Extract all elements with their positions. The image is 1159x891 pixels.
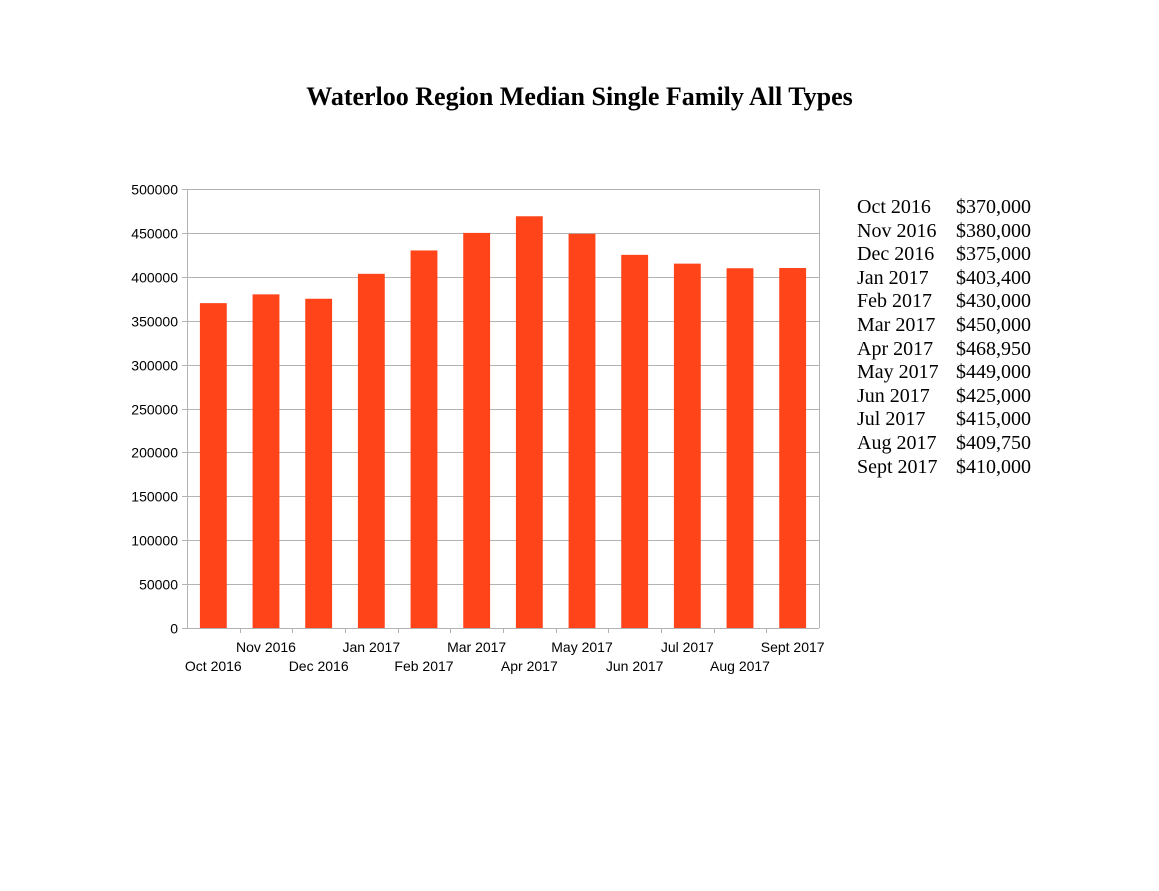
x-tick-label: Mar 2017 xyxy=(447,639,506,655)
y-tick-label: 250000 xyxy=(131,402,178,418)
bar-nov-2016 xyxy=(252,294,280,628)
y-tick-label: 0 xyxy=(170,621,178,637)
table-month: Jun 2017 xyxy=(857,384,930,407)
table-row: Jul 2017 $415,000 xyxy=(857,408,1031,432)
table-row: Feb 2017 $430,000 xyxy=(857,290,1031,314)
bar-jun-2017 xyxy=(621,254,649,628)
table-month: Nov 2016 xyxy=(857,219,937,242)
bar-jul-2017 xyxy=(673,263,701,628)
y-tick-label: 400000 xyxy=(131,270,178,286)
table-row: Jun 2017 $425,000 xyxy=(857,385,1031,409)
table-value: $449,000 xyxy=(956,361,1031,384)
y-tick-label: 50000 xyxy=(139,577,178,593)
table-value: $410,000 xyxy=(956,455,1031,478)
table-value: $409,750 xyxy=(956,431,1031,454)
table-row: Nov 2016 $380,000 xyxy=(857,220,1031,244)
y-tick-label: 450000 xyxy=(131,226,178,242)
bar-sept-2017 xyxy=(779,268,807,628)
table-month: Oct 2016 xyxy=(857,196,931,218)
y-tick-label: 150000 xyxy=(131,489,178,505)
table-value: $403,400 xyxy=(956,266,1031,289)
table-month: Jan 2017 xyxy=(857,266,929,289)
x-tick-label: Feb 2017 xyxy=(394,658,453,674)
bar-jan-2017 xyxy=(357,273,385,628)
table-value: $415,000 xyxy=(956,408,1031,431)
x-tick-label: Jun 2017 xyxy=(606,658,664,674)
bars xyxy=(199,216,807,628)
table-month: Feb 2017 xyxy=(857,290,932,313)
table-value: $370,000 xyxy=(956,196,1031,218)
table-month: May 2017 xyxy=(857,361,939,384)
grid-lines xyxy=(187,189,819,629)
bar-aug-2017 xyxy=(726,268,754,628)
y-tick-label: 500000 xyxy=(131,182,178,198)
x-tick-label: Jul 2017 xyxy=(661,639,714,655)
table-row: Dec 2016 $375,000 xyxy=(857,243,1031,267)
table-value: $380,000 xyxy=(956,219,1031,242)
y-tick-label: 350000 xyxy=(131,314,178,330)
table-month: Jul 2017 xyxy=(857,408,926,431)
x-tick-label: May 2017 xyxy=(551,639,613,655)
page-title: Waterloo Region Median Single Family All… xyxy=(306,82,853,111)
x-tick-label: Jan 2017 xyxy=(343,639,401,655)
table-month: Sept 2017 xyxy=(857,455,938,478)
table-row: Jan 2017 $403,400 xyxy=(857,267,1031,291)
table-value: $430,000 xyxy=(956,290,1031,313)
table-row: Mar 2017 $450,000 xyxy=(857,314,1031,338)
x-tick-label: Sept 2017 xyxy=(761,639,825,655)
table-month: Mar 2017 xyxy=(857,313,936,336)
bar-dec-2016 xyxy=(305,298,333,628)
table-row: Sept 2017 $410,000 xyxy=(857,456,1031,480)
table-month: Apr 2017 xyxy=(857,337,934,360)
table-row: Oct 2016 $370,000 xyxy=(857,196,1031,220)
x-tick-label: Apr 2017 xyxy=(501,658,558,674)
x-tick-labels: Oct 2016 Nov 2016 Dec 2016 Jan 2017 Feb 2017… xyxy=(185,639,825,674)
bar-apr-2017 xyxy=(515,216,543,628)
x-tick-label: Nov 2016 xyxy=(236,639,296,655)
x-tick-label: Oct 2016 xyxy=(185,658,242,674)
table-row: Apr 2017 $468,950 xyxy=(857,338,1031,362)
axes xyxy=(182,189,820,633)
x-tick-label: Aug 2017 xyxy=(710,658,770,674)
y-tick-label: 100000 xyxy=(131,533,178,549)
table-month: Aug 2017 xyxy=(857,431,937,454)
x-tick-label: Dec 2016 xyxy=(289,658,349,674)
y-tick-label: 300000 xyxy=(131,358,178,374)
bar-may-2017 xyxy=(568,233,596,628)
y-tick-label: 200000 xyxy=(131,445,178,461)
table-row: Aug 2017 $409,750 xyxy=(857,432,1031,456)
table-value: $425,000 xyxy=(956,384,1031,407)
table-value: $375,000 xyxy=(956,243,1031,266)
table-value: $468,950 xyxy=(956,337,1031,360)
table-month: Dec 2016 xyxy=(857,243,935,266)
table-row: May 2017 $449,000 xyxy=(857,361,1031,385)
bar-mar-2017 xyxy=(463,232,491,628)
bar-feb-2017 xyxy=(410,250,438,628)
bar-oct-2016 xyxy=(199,303,227,628)
data-table: Oct 2016 $370,000 Nov 2016 $380,000 Dec 2016… xyxy=(857,196,1031,479)
y-tick-labels: 0 50000 100000 150000 200000 250000 300000 3500… xyxy=(131,182,178,637)
table-value: $450,000 xyxy=(956,313,1031,336)
